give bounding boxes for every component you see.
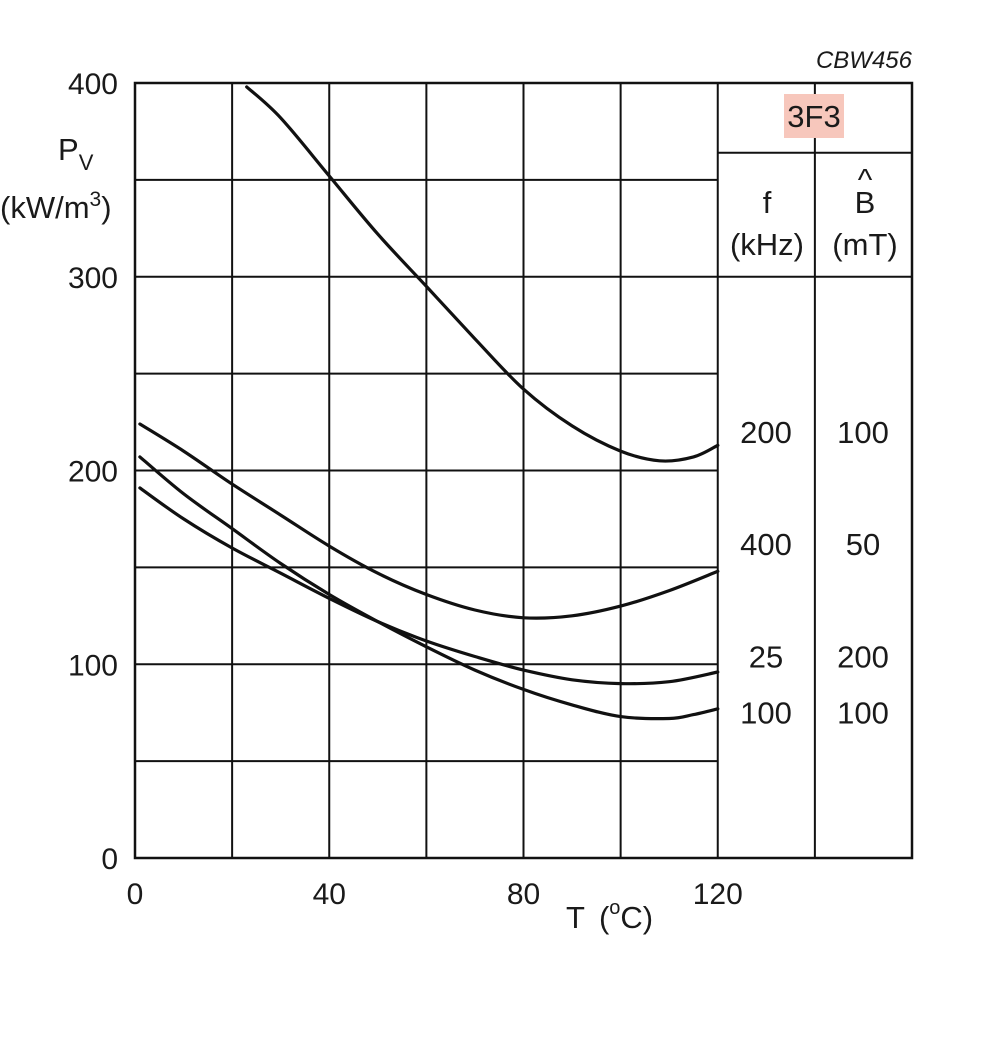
f-unit: (kHz) bbox=[730, 227, 804, 262]
grid-lines bbox=[135, 83, 912, 858]
series-line-100khz bbox=[138, 455, 720, 721]
plot-border bbox=[133, 81, 914, 860]
legend-b-value: 100 bbox=[837, 696, 889, 731]
figure-code: CBW456 bbox=[816, 47, 913, 74]
b-hat: ^ bbox=[858, 162, 873, 197]
legend-f-value: 400 bbox=[740, 527, 792, 562]
material-highlight bbox=[784, 94, 844, 138]
series-curves bbox=[138, 85, 720, 721]
y-tick-label: 300 bbox=[68, 262, 118, 295]
tick-labels: 0 40 80 120 0 100 200 300 400 bbox=[68, 68, 743, 911]
legend-f-value: 25 bbox=[749, 640, 783, 675]
y-axis-unit: (kW/m3) bbox=[0, 188, 112, 225]
y-tick-label: 200 bbox=[68, 456, 118, 489]
series-line-25khz bbox=[138, 486, 720, 686]
material-label: 3F3 bbox=[787, 99, 840, 134]
plot-frame bbox=[133, 81, 914, 860]
legend-f-value: 100 bbox=[740, 696, 792, 731]
x-tick-label: 40 bbox=[313, 878, 346, 911]
y-tick-label: 0 bbox=[101, 843, 118, 876]
y-tick-label: 100 bbox=[68, 649, 118, 682]
legend-b-value: 100 bbox=[837, 415, 889, 450]
series-line-400khz bbox=[138, 422, 720, 620]
legend-b-value: 200 bbox=[837, 640, 889, 675]
y-axis-label: PV bbox=[58, 132, 94, 175]
x-tick-label: 80 bbox=[507, 878, 540, 911]
x-axis-label: T (oC) bbox=[566, 897, 653, 935]
legend-f-value: 200 bbox=[740, 415, 792, 450]
f-symbol: f bbox=[763, 185, 772, 220]
legend-values: 200 100 400 50 25 200 100 100 bbox=[740, 415, 889, 731]
series-line-200khz bbox=[245, 85, 720, 463]
b-symbol: B bbox=[855, 185, 876, 220]
x-tick-label: 0 bbox=[127, 878, 144, 911]
b-unit: (mT) bbox=[832, 227, 897, 262]
x-tick-label: 120 bbox=[693, 878, 743, 911]
y-tick-label: 400 bbox=[68, 68, 118, 101]
legend-b-value: 50 bbox=[846, 527, 880, 562]
